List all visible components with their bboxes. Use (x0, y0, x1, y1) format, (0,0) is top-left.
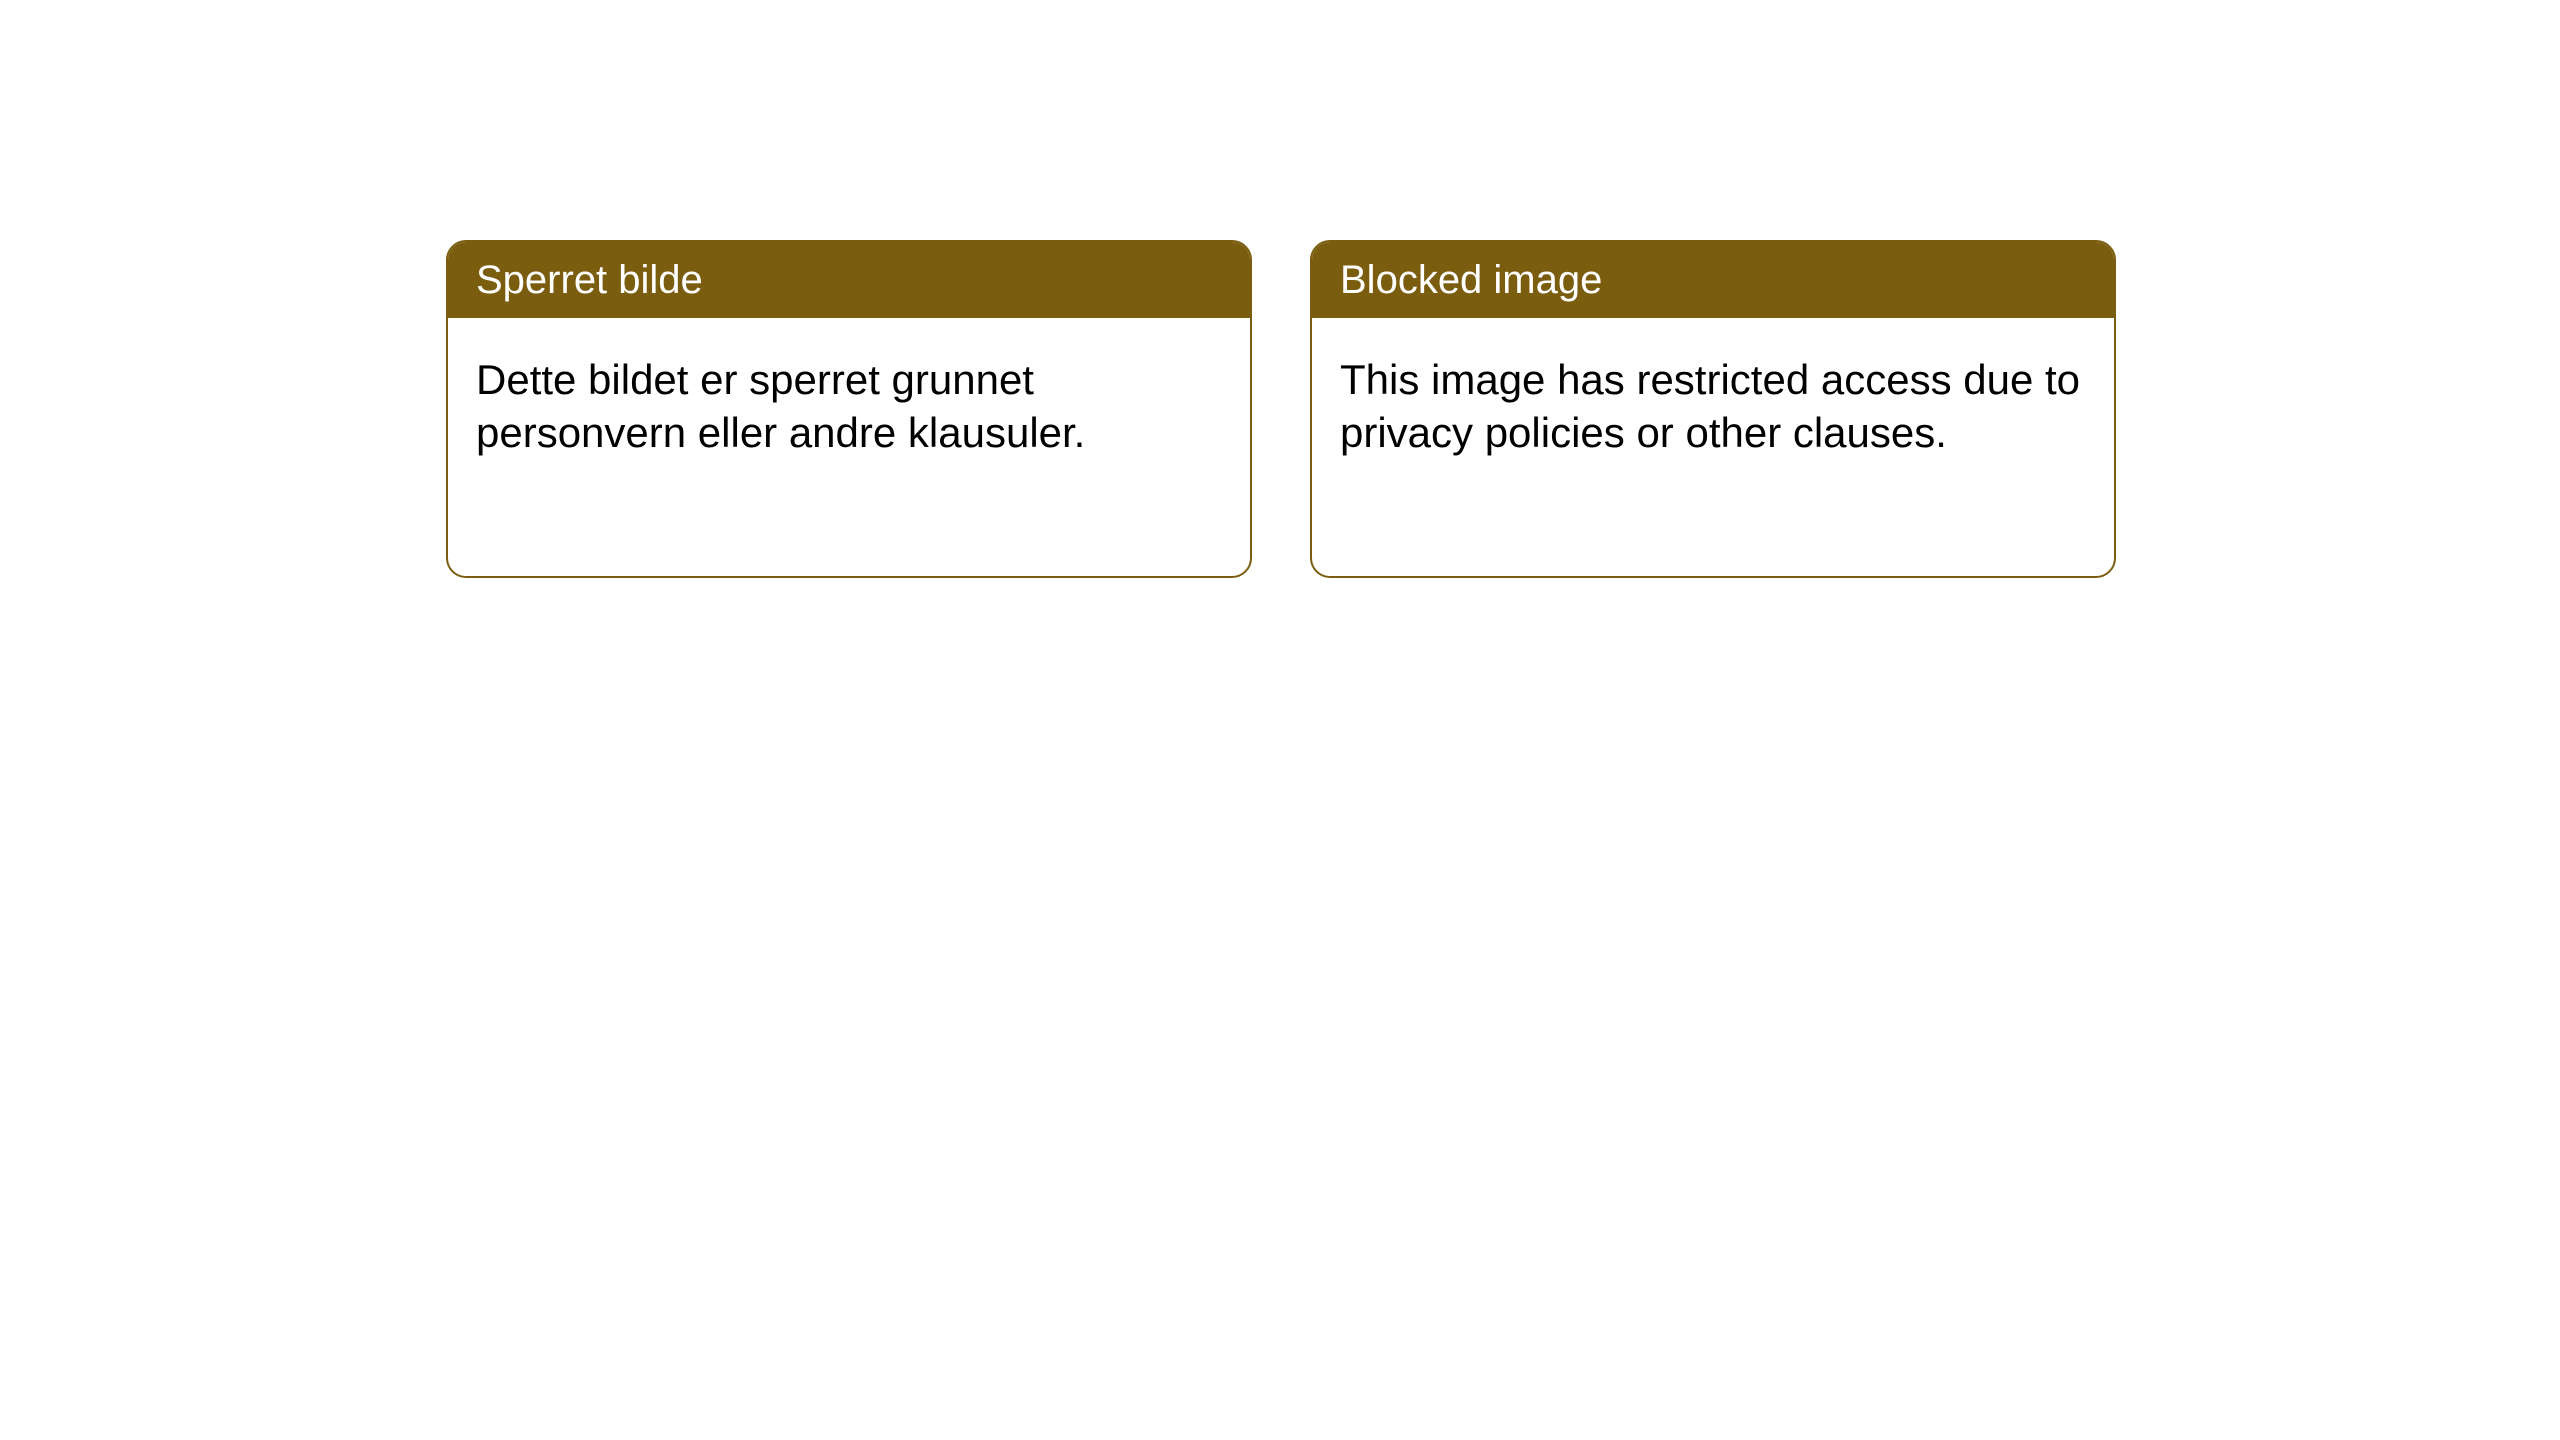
cards-container: Sperret bilde Dette bildet er sperret gr… (446, 240, 2116, 578)
card-header: Blocked image (1312, 242, 2114, 318)
card-body: Dette bildet er sperret grunnet personve… (448, 318, 1250, 495)
card-body: This image has restricted access due to … (1312, 318, 2114, 495)
card-body-text: Dette bildet er sperret grunnet personve… (476, 356, 1085, 456)
card-title: Blocked image (1340, 258, 1602, 302)
card-header: Sperret bilde (448, 242, 1250, 318)
notice-card-norwegian: Sperret bilde Dette bildet er sperret gr… (446, 240, 1252, 578)
card-body-text: This image has restricted access due to … (1340, 356, 2080, 456)
card-title: Sperret bilde (476, 258, 703, 302)
notice-card-english: Blocked image This image has restricted … (1310, 240, 2116, 578)
